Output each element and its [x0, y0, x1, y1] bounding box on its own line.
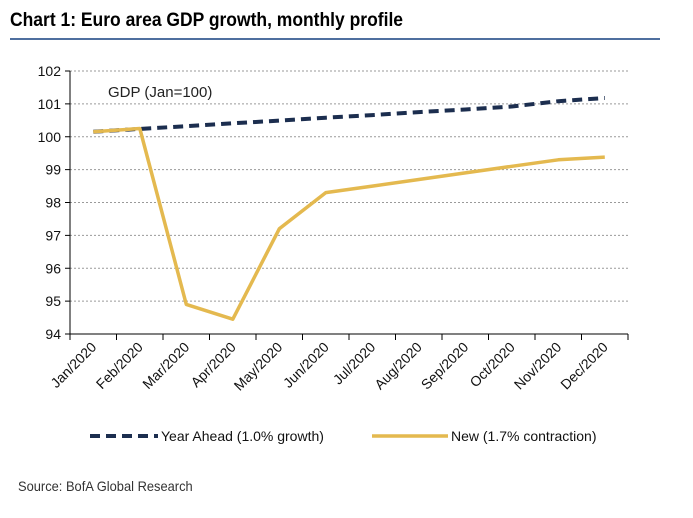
y-tick-label: 97	[45, 227, 61, 243]
chart-title: Chart 1: Euro area GDP growth, monthly p…	[10, 10, 404, 31]
x-tick-label: Dec/2020	[557, 339, 611, 393]
legend-label-year-ahead: Year Ahead (1.0% growth)	[161, 428, 324, 444]
x-tick-label: Mar/2020	[139, 339, 192, 392]
y-tick-label: 99	[45, 162, 61, 178]
x-tick-label: Aug/2020	[371, 339, 425, 393]
axis-labels: 94 95 96 97 98 99 100 101 102 Jan/2020Feb/2020Mar…	[38, 63, 611, 394]
chart-annotation: GDP (Jan=100)	[108, 84, 212, 101]
x-tick-label: Jun/2020	[280, 339, 332, 391]
title-divider	[10, 38, 660, 40]
y-tick-label: 95	[45, 293, 61, 309]
x-tick-label: Oct/2020	[466, 339, 518, 391]
source-note: Source: BofA Global Research	[18, 478, 193, 494]
series-lines	[93, 96, 605, 321]
x-tick-label: May/2020	[231, 339, 286, 394]
x-tick-label: Nov/2020	[511, 339, 565, 393]
y-tick-label: 96	[45, 260, 61, 276]
axes	[65, 70, 629, 340]
x-tick-label: Feb/2020	[93, 339, 146, 392]
gridlines	[70, 70, 628, 302]
y-tick-label: 94	[45, 326, 61, 342]
series-line-year-ahead	[93, 96, 605, 134]
x-tick-label: Sep/2020	[418, 339, 472, 393]
y-tick-label: 100	[38, 129, 62, 145]
y-tick-label: 102	[38, 63, 62, 79]
y-tick-label: 101	[38, 96, 62, 112]
y-tick-label: 98	[45, 195, 61, 211]
x-tick-label: Jan/2020	[47, 339, 99, 391]
line-chart: 94 95 96 97 98 99 100 101 102 Jan/2020Feb/2020Mar…	[38, 63, 629, 444]
legend: Year Ahead (1.0% growth) New (1.7% contra…	[90, 428, 597, 444]
legend-label-new: New (1.7% contraction)	[451, 428, 597, 444]
series-line-new	[93, 126, 605, 321]
